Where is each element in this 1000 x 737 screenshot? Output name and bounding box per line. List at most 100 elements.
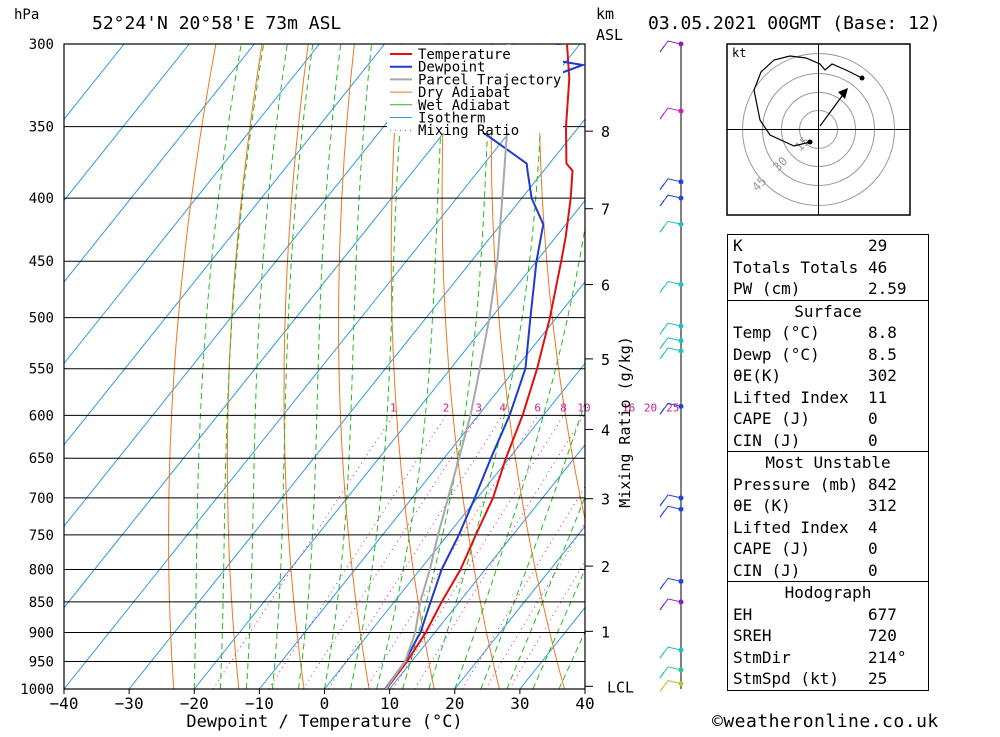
x-tick-label: −40 bbox=[50, 694, 79, 713]
wet-adiabat-line bbox=[193, 44, 242, 689]
index-label: CAPE (J) bbox=[733, 409, 811, 428]
index-value: 302 bbox=[868, 366, 897, 385]
temperature-line bbox=[385, 44, 574, 689]
mixing-ratio-line bbox=[365, 415, 539, 689]
height-tick-label: 8 bbox=[601, 123, 610, 141]
isotherm-line bbox=[64, 44, 581, 689]
legend-entry: Parcel Trajectory bbox=[418, 72, 561, 88]
wind-barb-flag bbox=[659, 45, 665, 53]
index-value: 0 bbox=[868, 539, 878, 558]
index-value: 11 bbox=[868, 387, 888, 407]
hodograph-start-dot bbox=[807, 139, 813, 145]
storm-motion-arrow bbox=[819, 91, 846, 127]
mixing-ratio-line bbox=[212, 415, 394, 689]
pressure-tick-label: 350 bbox=[29, 120, 54, 136]
wind-barb-flag bbox=[659, 499, 665, 507]
wet-adiabat-line bbox=[350, 44, 407, 689]
mixing-ratio-axis-label: Mixing Ratio (g/kg) bbox=[616, 336, 634, 508]
datetime-title: 03.05.2021 00GMT (Base: 12) bbox=[648, 13, 941, 34]
isotherm-line bbox=[64, 44, 386, 446]
mixing-ratio-label: 8 bbox=[560, 401, 567, 414]
storm-motion-arrowhead bbox=[838, 88, 848, 99]
index-label: Lifted Index bbox=[733, 387, 849, 407]
x-tick-label: 30 bbox=[510, 694, 529, 713]
index-label: StmSpd (kt) bbox=[733, 669, 839, 688]
pressure-tick-label: 600 bbox=[29, 408, 54, 424]
pressure-tick-label: 1000 bbox=[20, 682, 54, 698]
pressure-tick-label: 800 bbox=[29, 562, 54, 578]
pressure-tick-label: 400 bbox=[29, 191, 54, 207]
sounding-series bbox=[384, 44, 585, 689]
most-unstable-section: Most Unstable Pressure (mb) 842 θE (K) 312 L… bbox=[728, 451, 928, 581]
wind-barb-flag bbox=[659, 651, 665, 659]
index-label: CAPE (J) bbox=[733, 539, 811, 558]
index-value: 46 bbox=[868, 257, 888, 277]
wind-barb-flag bbox=[659, 583, 665, 590]
mixing-ratio-line bbox=[508, 560, 585, 689]
wind-barb-flag bbox=[659, 603, 665, 611]
height-tick-label: 6 bbox=[601, 277, 610, 295]
wet-adiabat-line bbox=[506, 495, 585, 689]
dry-adiabat-line bbox=[955, 44, 1000, 689]
index-label: Totals Totals bbox=[733, 257, 859, 277]
index-value: 29 bbox=[868, 236, 888, 255]
temperature-axis: −40 −30 −20 −10 0 10 20 30 40 Dewpoint / Temperat… bbox=[50, 689, 595, 732]
index-label: θE (K) bbox=[733, 496, 791, 515]
height-tick-label: 7 bbox=[601, 201, 610, 219]
copyright-footer[interactable]: ©weatheronline.co.uk bbox=[712, 711, 939, 732]
wind-barb-flag bbox=[659, 408, 665, 415]
index-row: CIN (J) 0 bbox=[728, 560, 928, 582]
pressure-tick-label: 500 bbox=[29, 311, 54, 327]
wind-barb-flag bbox=[659, 327, 665, 335]
wet-adiabat-line bbox=[297, 44, 342, 689]
legend-entry: Mixing Ratio bbox=[418, 123, 519, 139]
height-tick-label: 1 bbox=[601, 623, 610, 641]
index-row: Temp (°C) 8.8 bbox=[728, 322, 928, 344]
dry-adiabat-line bbox=[390, 44, 435, 689]
legend-entry: Dry Adiabat bbox=[418, 85, 511, 101]
surface-title: Surface bbox=[794, 301, 862, 321]
height-tick-label: 4 bbox=[601, 421, 610, 439]
mixing-ratio-label: 16 bbox=[622, 401, 635, 414]
index-value: 4 bbox=[868, 517, 878, 537]
wind-barb-flag bbox=[659, 199, 665, 207]
parcel-trajectory-line bbox=[384, 44, 510, 689]
index-row: CIN (J) 0 bbox=[728, 430, 928, 452]
index-row: Pressure (mb) 842 bbox=[728, 474, 928, 496]
index-value: 8.5 bbox=[868, 344, 897, 364]
hodograph-end-dot bbox=[859, 75, 865, 81]
dry-adiabat-line bbox=[338, 44, 370, 689]
hodograph-indices-section: Hodograph EH 677 SREH 720 StmDir 214° StmSpd (… bbox=[728, 581, 928, 690]
index-label: PW (cm) bbox=[733, 279, 801, 298]
isotherm-line bbox=[64, 44, 451, 527]
isotherm-line bbox=[193, 199, 585, 689]
km-label: km bbox=[596, 5, 614, 23]
index-label: Dewp (°C) bbox=[733, 344, 820, 364]
isotherm-line bbox=[454, 525, 585, 689]
mixing-ratio-label: 20 bbox=[644, 401, 657, 414]
x-tick-label: −30 bbox=[115, 694, 144, 713]
x-tick-label: −20 bbox=[180, 694, 209, 713]
wind-barb-flag bbox=[659, 671, 665, 679]
index-label: Temp (°C) bbox=[733, 323, 820, 342]
index-row: StmSpd (kt) 25 bbox=[728, 668, 928, 690]
index-row: Dewp (°C) 8.5 bbox=[728, 344, 928, 366]
isotherm-line bbox=[258, 281, 585, 689]
index-value: 312 bbox=[868, 496, 897, 515]
pressure-tick-label: 750 bbox=[29, 528, 54, 544]
index-value: 0 bbox=[868, 409, 878, 428]
mixing-ratio-line bbox=[302, 415, 480, 689]
wind-barb-flag bbox=[659, 183, 665, 191]
pressure-tick-label: 900 bbox=[29, 626, 54, 642]
wind-barb-flag bbox=[659, 286, 665, 293]
index-label: Pressure (mb) bbox=[733, 474, 859, 494]
height-tick-label: 5 bbox=[601, 351, 610, 369]
index-label: Lifted Index bbox=[733, 517, 849, 537]
legend-entry: Dewpoint bbox=[418, 60, 485, 76]
index-row: Lifted Index 11 bbox=[728, 387, 928, 409]
index-row: Lifted Index 4 bbox=[728, 517, 928, 539]
